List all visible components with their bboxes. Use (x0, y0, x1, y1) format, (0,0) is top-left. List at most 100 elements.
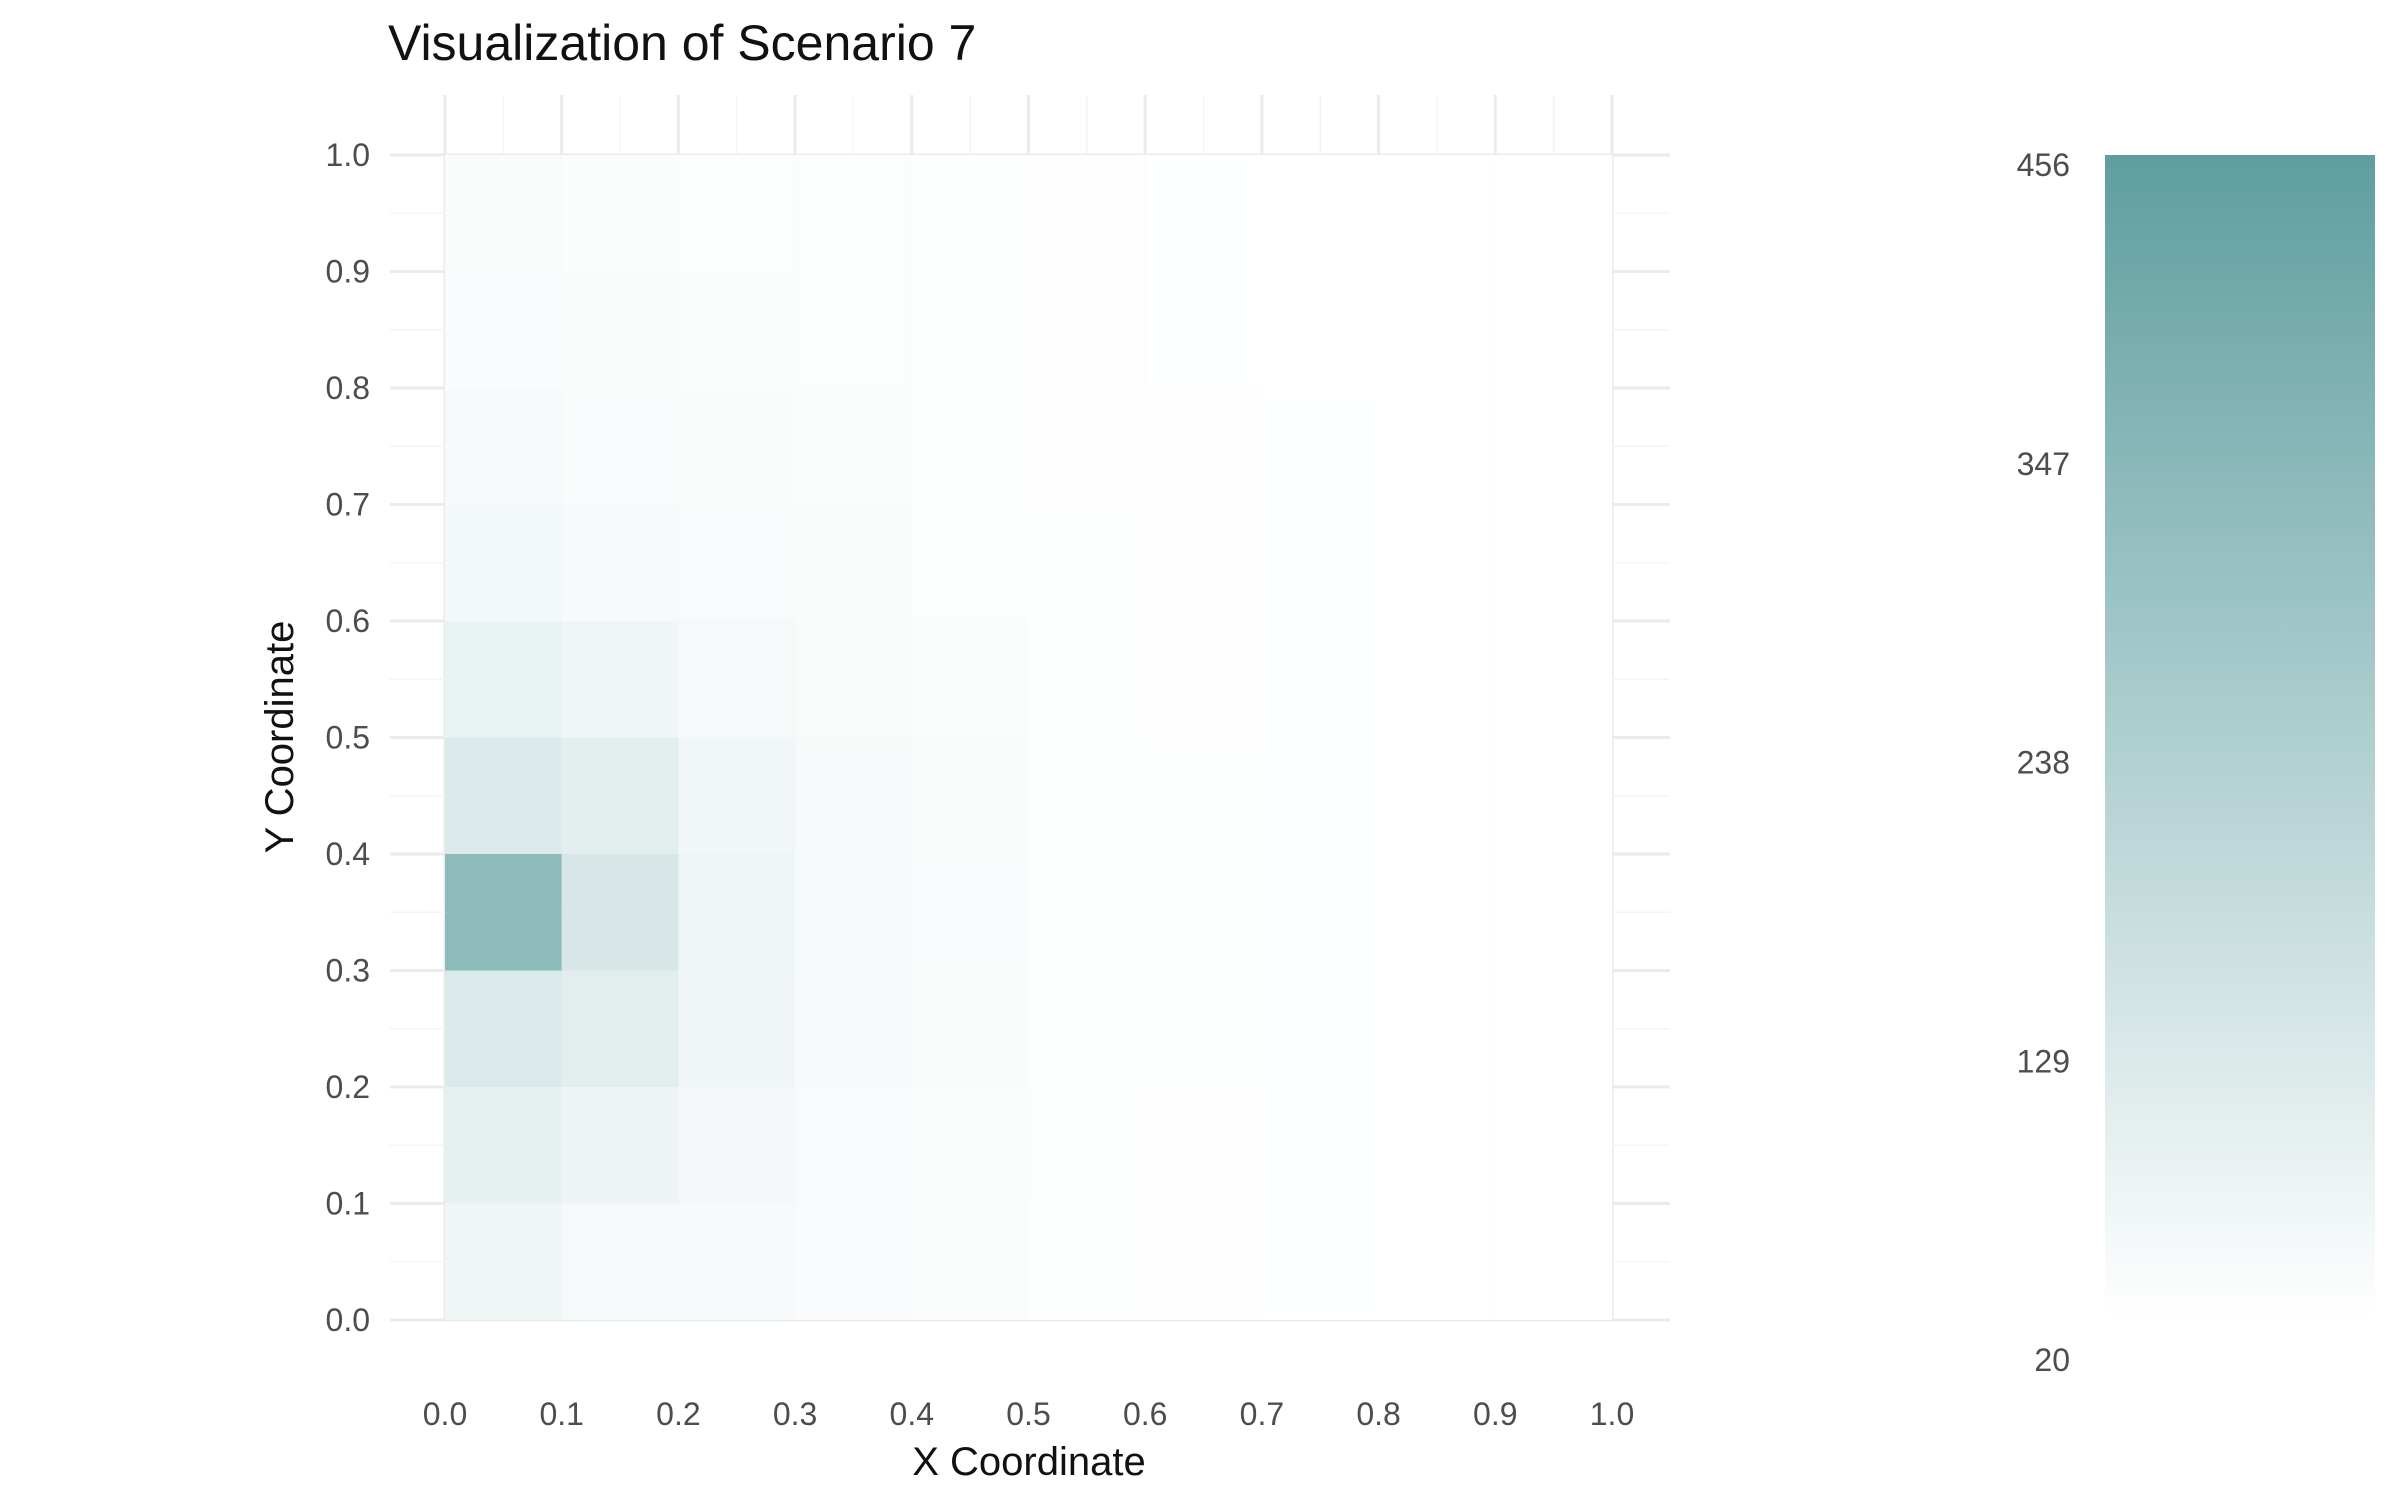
heatmap-cell (1028, 970, 1146, 1087)
heatmap-cell (678, 970, 796, 1087)
x-tick-label: 0.9 (1473, 1396, 1517, 1432)
heatmap-cell (1028, 388, 1146, 505)
y-tick-label: 0.2 (326, 1069, 370, 1105)
heatmap-cell (678, 854, 796, 971)
heatmap-cell (1261, 388, 1379, 505)
heatmap-cell (445, 1203, 562, 1320)
heatmap-cell (678, 155, 796, 272)
x-tick-label: 0.4 (890, 1396, 934, 1432)
color-legend-label: 456 (2017, 147, 2070, 183)
heatmap-cell (678, 1087, 796, 1204)
heatmap-cell (678, 621, 796, 738)
x-tick-label: 0.2 (656, 1396, 700, 1432)
heatmap-cell (795, 155, 912, 272)
heatmap-cell (561, 737, 679, 854)
heatmap-cell (911, 621, 1029, 738)
heatmap-cell (795, 504, 912, 621)
heatmap-cell (911, 271, 1029, 388)
y-tick-label: 0.4 (326, 836, 370, 872)
heatmap-cell (1495, 854, 1612, 971)
heatmap-cell (1495, 621, 1612, 738)
heatmap-cell (561, 621, 679, 738)
heatmap-cell (1378, 1087, 1496, 1204)
heatmap-cell (1378, 737, 1496, 854)
heatmap-cell (1145, 1203, 1262, 1320)
heatmap-cell (1378, 854, 1496, 971)
heatmap-cell (445, 621, 562, 738)
heatmap-cell (1028, 621, 1146, 738)
x-tick-label: 0.6 (1123, 1396, 1167, 1432)
color-legend-label: 238 (2017, 745, 2070, 781)
heatmap-cell (1028, 854, 1146, 971)
heatmap-cell (1145, 621, 1262, 738)
heatmap-cell (1378, 388, 1496, 505)
heatmap-cell (911, 388, 1029, 505)
y-tick-label: 0.6 (326, 603, 370, 639)
heatmap-cell (1028, 1203, 1146, 1320)
heatmap-cell (1378, 504, 1496, 621)
heatmap-cell (1145, 271, 1262, 388)
heatmap-cell (678, 1203, 796, 1320)
y-tick-label: 0.8 (326, 370, 370, 406)
heatmap-cell (1378, 1203, 1496, 1320)
heatmap-cell (1495, 504, 1612, 621)
heatmap-cell (1261, 504, 1379, 621)
y-tick-label: 0.0 (326, 1302, 370, 1338)
heatmap-cell (1495, 970, 1612, 1087)
heatmap-cell (1378, 271, 1496, 388)
heatmap-cell (911, 737, 1029, 854)
heatmap-cell (561, 1087, 679, 1204)
heatmap-cell (1145, 854, 1262, 971)
heatmap-cell (911, 970, 1029, 1087)
y-tick-label: 1.0 (326, 137, 370, 173)
heatmap-cell (795, 1203, 912, 1320)
heatmap-cell (795, 388, 912, 505)
heatmap-cell (678, 504, 796, 621)
heatmap-cell (911, 155, 1029, 272)
heatmap-cell (1261, 621, 1379, 738)
x-tick-label: 0.3 (773, 1396, 817, 1432)
y-axis-ticks: 0.0 0.1 0.2 0.3 0.4 0.5 0.6 0.7 0.8 0.9 1.0 (326, 137, 370, 1338)
heatmap-cell (678, 271, 796, 388)
heatmap-cell (1261, 271, 1379, 388)
heatmap-cell (561, 271, 679, 388)
heatmap-cell (795, 621, 912, 738)
heatmap-cell (445, 155, 562, 272)
heatmap-cell (911, 1203, 1029, 1320)
heatmap-cell (445, 854, 562, 971)
y-tick-label: 0.9 (326, 254, 370, 290)
heatmap-cell (911, 1087, 1029, 1204)
heatmap-cell (1495, 737, 1612, 854)
heatmap-cell (1145, 1087, 1262, 1204)
heatmap-cell (1028, 737, 1146, 854)
color-legend-bar (2105, 155, 2375, 1320)
color-legend-label: 20 (2034, 1342, 2070, 1378)
color-legend-label: 347 (2017, 446, 2070, 482)
color-legend: 20 129 238 347 456 (2017, 147, 2375, 1378)
heatmap-cell (445, 737, 562, 854)
heatmap-cell (445, 1087, 562, 1204)
heatmap-cell (561, 854, 679, 971)
heatmap-cell (795, 854, 912, 971)
y-tick-label: 0.7 (326, 487, 370, 523)
heatmap-cell (1028, 155, 1146, 272)
heatmap-cell (1378, 970, 1496, 1087)
heatmap-cell (1261, 970, 1379, 1087)
heatmap-cell (795, 271, 912, 388)
heatmap-cell (678, 737, 796, 854)
heatmap-cell (445, 388, 562, 505)
heatmap-cell (1261, 1087, 1379, 1204)
x-tick-label: 0.5 (1006, 1396, 1050, 1432)
heatmap-cell (795, 970, 912, 1087)
heatmap-cell (1028, 504, 1146, 621)
heatmap-cell (561, 1203, 679, 1320)
x-tick-label: 0.0 (423, 1396, 467, 1432)
y-axis-title: Y Coordinate (258, 621, 302, 854)
color-legend-label: 129 (2017, 1043, 2070, 1079)
heatmap-cell (445, 504, 562, 621)
heatmap-cell (1028, 1087, 1146, 1204)
chart-title: Visualization of Scenario 7 (388, 15, 976, 71)
heatmap-cell (1261, 1203, 1379, 1320)
